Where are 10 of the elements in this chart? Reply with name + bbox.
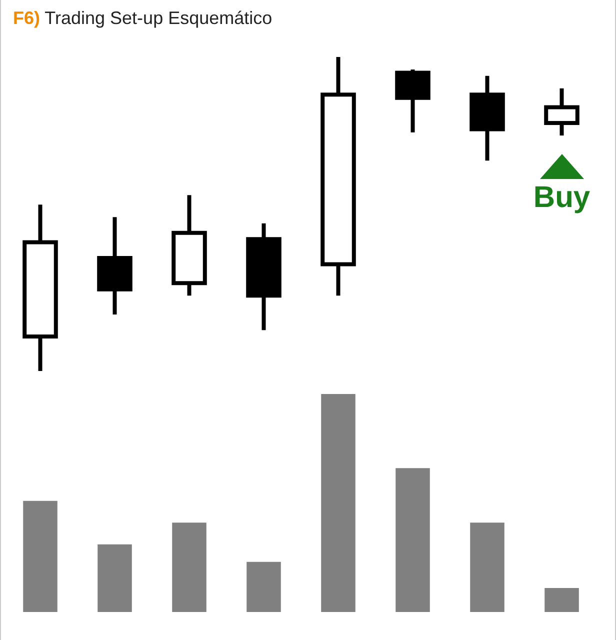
bar: [172, 522, 206, 612]
bar: [246, 562, 281, 612]
annotation: Buy: [533, 180, 590, 214]
bar: [470, 522, 504, 612]
bar: [98, 544, 132, 612]
bar: [544, 588, 579, 612]
bar: [23, 500, 58, 612]
chart-title: F6) Trading Set-up Esquemático: [12, 7, 274, 30]
bar: [396, 468, 430, 612]
bar: [321, 394, 356, 612]
